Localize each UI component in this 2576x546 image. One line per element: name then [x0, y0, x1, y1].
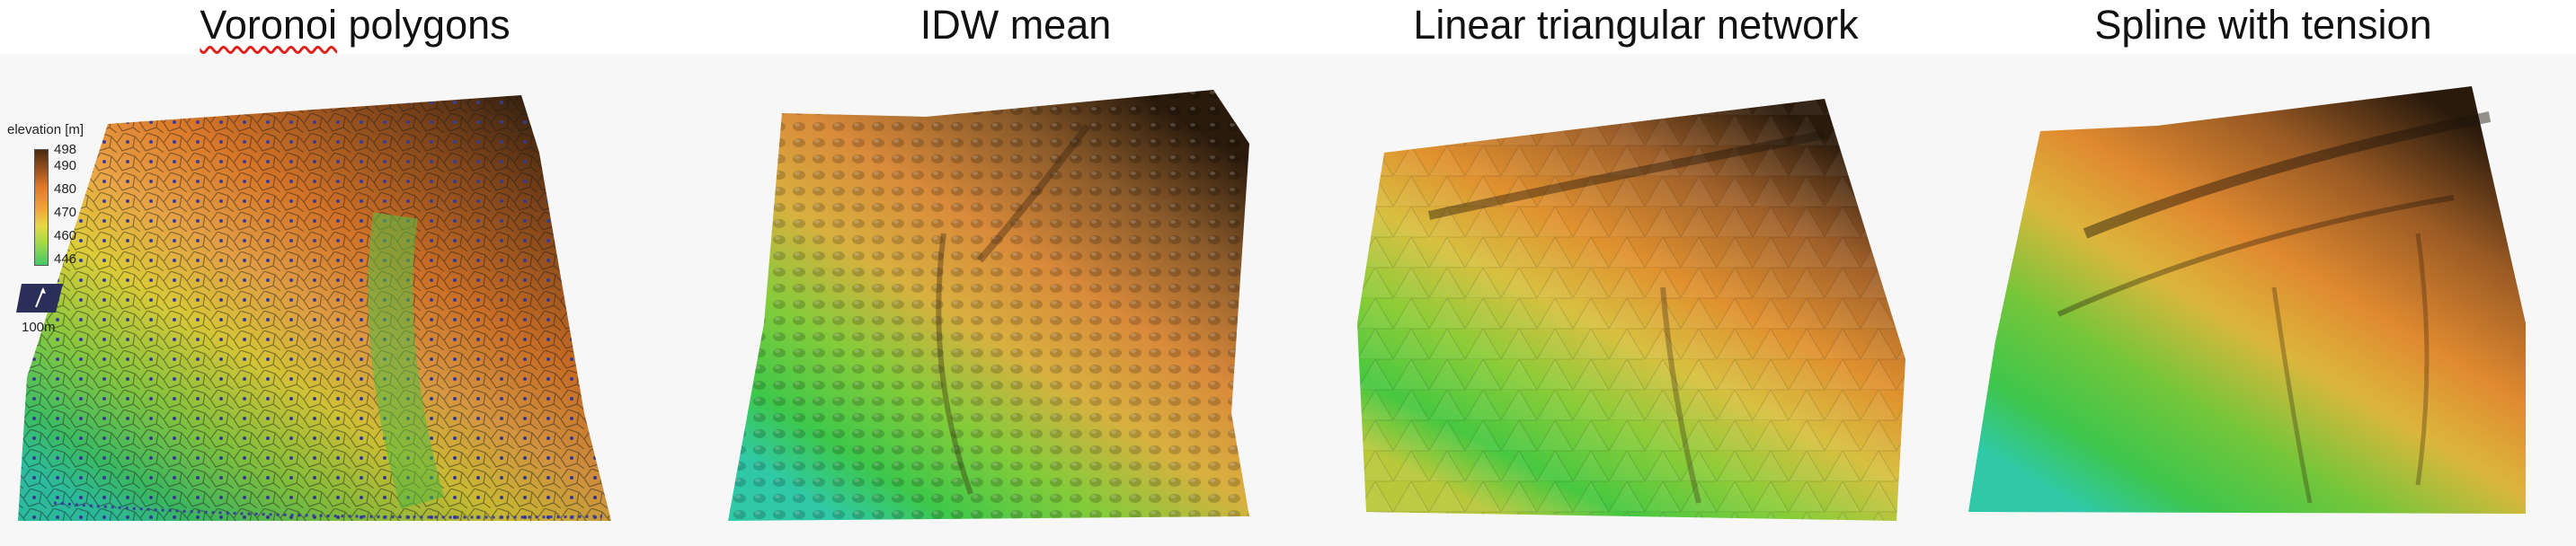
misspelled-word: Voronoi	[200, 2, 337, 48]
legend-tick: 498	[54, 142, 77, 157]
panel-idw: IDW mean	[710, 0, 1321, 546]
panel-title: Voronoi polygons	[0, 2, 710, 48]
legend-tick: 480	[54, 181, 77, 197]
terrain-voronoi	[18, 95, 611, 521]
terrain-tin	[1357, 99, 1905, 521]
panel-voronoi: Voronoi polygons	[0, 0, 710, 546]
panel-tin: Linear triangular network	[1321, 0, 1950, 546]
north-arrow-icon	[16, 284, 63, 313]
legend-tick: 446	[54, 251, 77, 267]
legend-tick: 460	[54, 228, 77, 243]
terrain-spline	[1968, 86, 2526, 514]
panel-title: Spline with tension	[2094, 2, 2432, 48]
panel-title: IDW mean	[919, 2, 1112, 48]
legend-color-bar	[34, 149, 49, 266]
legend-tick: 490	[54, 158, 77, 173]
panel-title: Linear triangular network	[1413, 2, 1859, 48]
panel-spline: Spline with tension	[1950, 0, 2576, 546]
terrain-idw	[728, 90, 1249, 521]
elevation-legend: elevation [m] 498 490 480 470 460 446	[7, 122, 102, 267]
panel-title-rest: polygons	[336, 2, 511, 48]
legend-tick: 470	[54, 205, 77, 220]
scale-label: 100m	[22, 320, 56, 335]
legend-title: elevation [m]	[7, 122, 84, 137]
